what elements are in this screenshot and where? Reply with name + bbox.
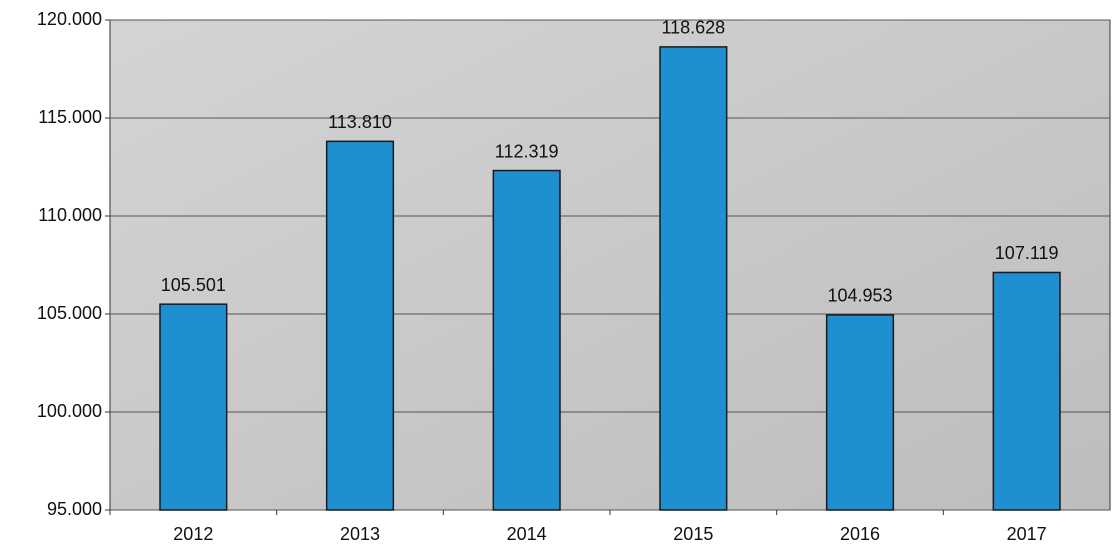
y-tick-label: 115.000 xyxy=(38,107,102,127)
bar xyxy=(825,314,895,511)
y-tick-label: 100.000 xyxy=(37,401,102,421)
x-tick-label: 2012 xyxy=(173,524,213,544)
bar xyxy=(659,46,728,511)
bar xyxy=(992,271,1061,511)
x-tick-label: 2017 xyxy=(1007,524,1047,544)
y-tick-label: 110.000 xyxy=(38,205,102,225)
y-tick-label: 105.000 xyxy=(37,303,102,323)
data-label: 105.501 xyxy=(161,275,226,295)
bar xyxy=(325,140,395,511)
bar xyxy=(159,303,228,511)
data-label: 107.119 xyxy=(995,243,1059,263)
plot-area xyxy=(109,19,1111,511)
x-tick-label: 2013 xyxy=(340,524,380,544)
data-label: 104.953 xyxy=(827,286,892,306)
data-label: 118.628 xyxy=(661,18,725,38)
y-tick-label: 95.000 xyxy=(47,499,102,519)
y-tick-label: 120.000 xyxy=(37,9,102,29)
bar xyxy=(492,169,561,511)
data-label: 112.319 xyxy=(495,141,559,161)
x-tick-label: 2015 xyxy=(673,524,713,544)
x-tick-label: 2016 xyxy=(840,524,880,544)
x-tick-label: 2014 xyxy=(507,524,547,544)
data-label: 113.810 xyxy=(328,112,392,132)
